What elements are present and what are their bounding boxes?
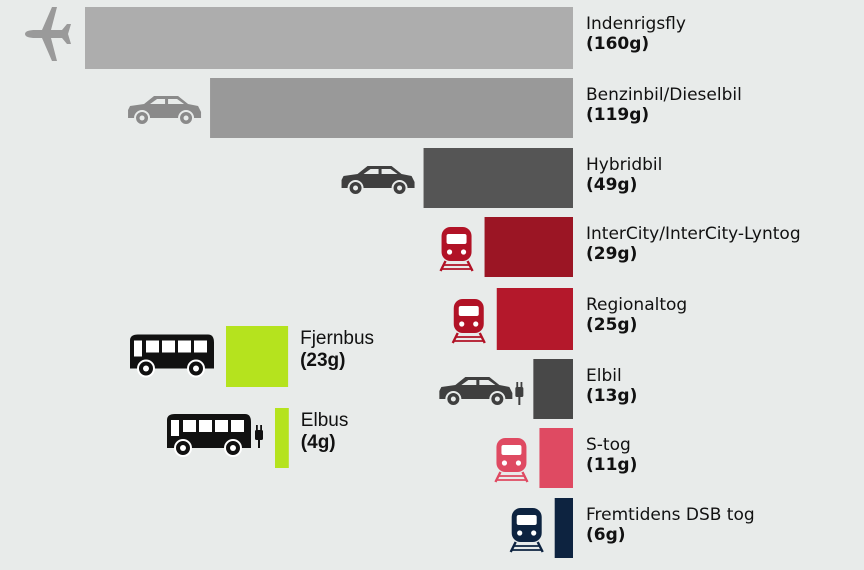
bar-label: Benzinbil/Dieselbil (119g)	[586, 85, 742, 125]
bar-s-tog	[539, 428, 573, 488]
category-label: Elbus	[300, 410, 349, 431]
value-label: (160g)	[586, 33, 650, 54]
plane-icon	[25, 7, 71, 61]
category-label: Elbil	[586, 366, 622, 386]
electric-car-icon	[439, 377, 524, 407]
train-icon	[509, 508, 544, 553]
category-label: Benzinbil/Dieselbil	[586, 85, 742, 105]
bus-icon	[130, 334, 214, 378]
value-label: (11g)	[586, 454, 638, 475]
bar-elbus	[275, 408, 289, 468]
value-label: (49g)	[586, 174, 638, 195]
bar-fremtidens-dsb-tog	[554, 498, 573, 558]
electric-bus-icon	[167, 414, 263, 457]
bar-elbil	[533, 359, 573, 419]
car-icon	[341, 166, 415, 196]
bar-label: Elbil (13g)	[586, 366, 638, 406]
bar-label: Hybridbil (49g)	[586, 155, 663, 195]
value-label: (23g)	[300, 349, 346, 371]
bar-label: Fremtidens DSB tog (6g)	[586, 505, 755, 545]
bar-label: Elbus (4g)	[301, 410, 349, 454]
train-icon	[494, 438, 529, 483]
value-label: (29g)	[586, 243, 638, 264]
bar-label: Fjernbus (23g)	[300, 328, 374, 372]
category-label: InterCity/InterCity-Lyntog	[586, 224, 801, 244]
bar-label: S-tog (11g)	[586, 435, 638, 475]
bar-indenrigsfly	[85, 7, 573, 69]
train-icon	[439, 227, 474, 272]
bar-label: Indenrigsfly (160g)	[586, 14, 686, 54]
bar-label: Regionaltog (25g)	[586, 295, 688, 335]
bar-intercity-intercity-lyntog	[484, 217, 573, 277]
category-label: S-tog	[586, 435, 631, 455]
bar-hybridbil	[423, 148, 573, 208]
bar-fjernbus	[226, 326, 289, 387]
category-label: Fremtidens DSB tog	[586, 505, 755, 525]
train-icon	[451, 299, 486, 344]
value-label: (25g)	[586, 314, 638, 335]
value-label: (13g)	[586, 385, 638, 406]
category-label: Hybridbil	[586, 155, 663, 175]
category-label: Indenrigsfly	[586, 14, 686, 34]
value-label: (6g)	[586, 524, 626, 545]
value-label: (4g)	[300, 431, 336, 453]
bar-benzinbil-dieselbil	[210, 78, 574, 138]
bar-regionaltog	[496, 288, 573, 350]
category-label: Fjernbus	[300, 328, 375, 349]
category-label: Regionaltog	[586, 295, 688, 315]
value-label: (119g)	[586, 104, 650, 125]
bar-label: InterCity/InterCity-Lyntog (29g)	[586, 224, 801, 264]
car-icon	[128, 96, 202, 126]
